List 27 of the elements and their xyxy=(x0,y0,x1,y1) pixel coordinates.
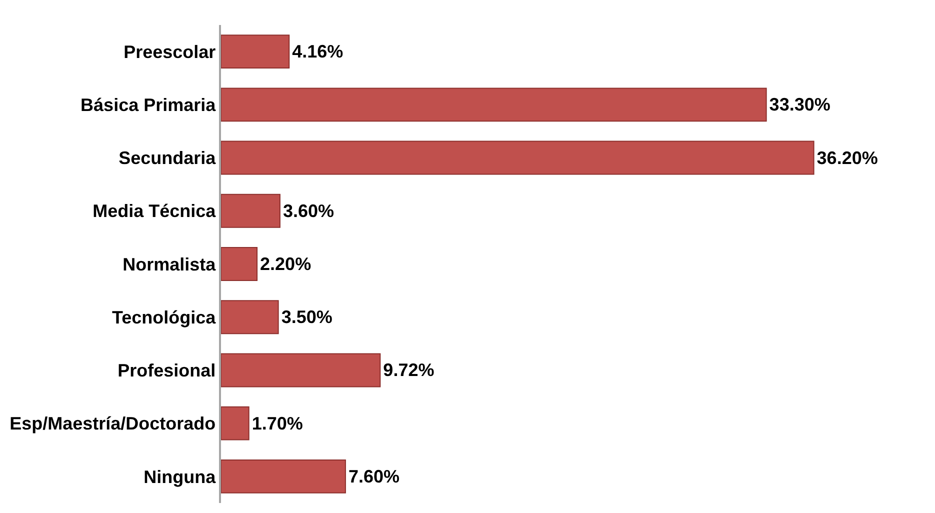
data-label: 9.72% xyxy=(383,360,434,380)
data-label: 3.60% xyxy=(282,200,334,221)
data-label: 4.16% xyxy=(292,42,344,62)
y-tick-label: Profesional xyxy=(118,360,216,381)
bar xyxy=(221,194,280,228)
y-tick-label: Esp/Maestría/Doctorado xyxy=(10,414,216,434)
y-tick-label: Normalista xyxy=(122,254,217,274)
bar xyxy=(221,88,767,122)
bar xyxy=(221,406,250,440)
bar xyxy=(221,140,814,175)
bar xyxy=(221,300,279,334)
data-label: 36.20% xyxy=(816,148,878,168)
y-tick-label: Preescolar xyxy=(124,42,216,62)
bar xyxy=(221,34,290,69)
data-label: 33.30% xyxy=(769,94,830,115)
bar xyxy=(221,353,381,388)
data-label: 2.20% xyxy=(260,254,312,274)
bar xyxy=(221,247,258,281)
y-tick-label: Tecnológica xyxy=(112,307,217,328)
y-tick-label: Ninguna xyxy=(144,466,217,487)
data-label: 1.70% xyxy=(252,413,303,434)
y-tick-label: Media Técnica xyxy=(92,201,217,222)
bar xyxy=(221,459,346,494)
y-tick-label: Secundaria xyxy=(118,148,217,168)
data-label: 3.50% xyxy=(281,307,332,328)
data-label: 7.60% xyxy=(348,466,400,486)
y-tick-label: Básica Primaria xyxy=(80,94,217,115)
